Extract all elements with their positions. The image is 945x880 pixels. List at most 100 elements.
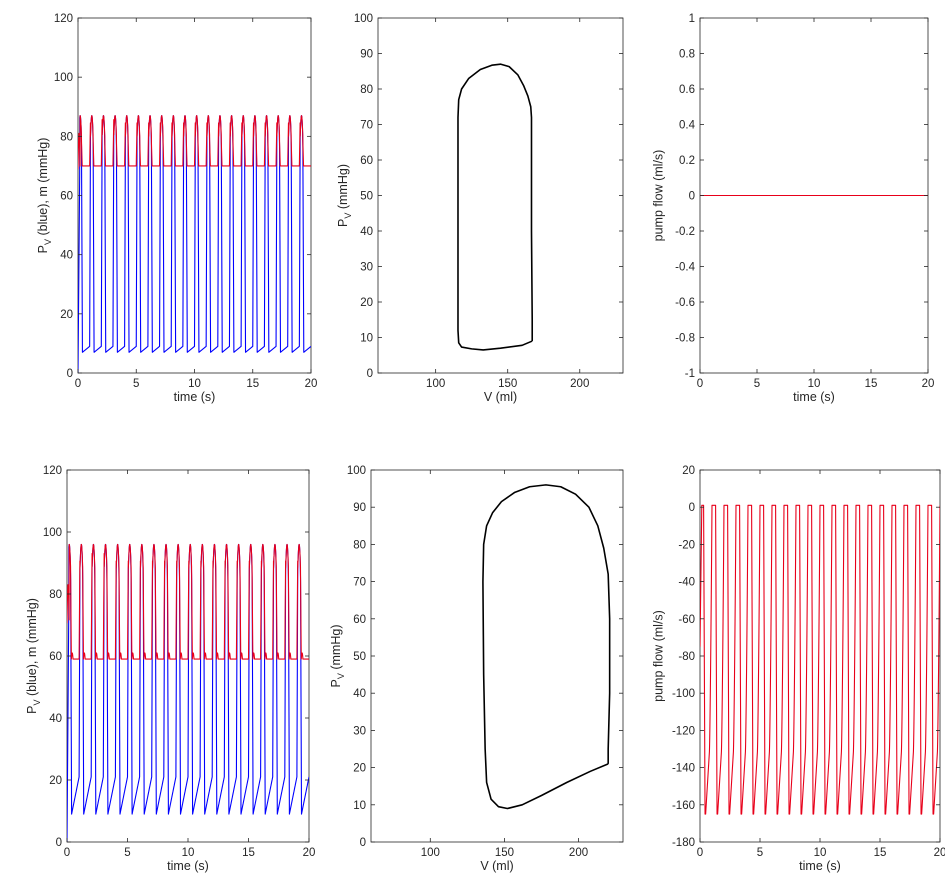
x-tick-label: 100 bbox=[426, 378, 445, 390]
plot-area bbox=[370, 469, 624, 843]
y-tick-label: 80 bbox=[353, 539, 366, 551]
y-tick-label: 0 bbox=[360, 837, 366, 849]
x-axis-label: time (s) bbox=[799, 859, 841, 873]
data-layer bbox=[67, 543, 309, 842]
y-tick-label: 0.8 bbox=[679, 49, 695, 61]
subplot-3: 0 5 10 15 20 -1 -0.8 -0.6 -0.4 -0.2 0 0.2 0.4 0.6 0.8 1… bbox=[651, 13, 934, 404]
y-tick-label: 50 bbox=[353, 651, 366, 663]
y-tick-label: 100 bbox=[43, 527, 62, 539]
x-tick-label: 100 bbox=[421, 847, 440, 859]
data-layer bbox=[78, 115, 311, 373]
y-tick-label: 60 bbox=[353, 614, 366, 626]
x-tick-label: 10 bbox=[808, 378, 821, 390]
x-tick-label: 0 bbox=[64, 847, 70, 859]
y-tick-label: 0.2 bbox=[679, 155, 695, 167]
x-tick-label: 20 bbox=[934, 847, 945, 859]
series-line-red bbox=[67, 543, 309, 660]
x-tick-label: 150 bbox=[495, 847, 514, 859]
series-line-blue bbox=[78, 115, 311, 373]
x-tick-label: 200 bbox=[569, 847, 588, 859]
y-tick-label: 20 bbox=[682, 465, 695, 477]
y-tick-label: -40 bbox=[678, 577, 695, 589]
data-layer bbox=[700, 504, 940, 815]
y-tick-label: -0.4 bbox=[675, 262, 695, 274]
x-tick-label: 5 bbox=[757, 847, 763, 859]
x-axis-label: time (s) bbox=[793, 390, 835, 404]
y-tick-label: 100 bbox=[354, 13, 373, 25]
y-tick-label: -140 bbox=[672, 763, 695, 775]
x-tick-label: 15 bbox=[246, 378, 259, 390]
y-tick-label: 90 bbox=[360, 49, 373, 61]
x-tick-label: 15 bbox=[874, 847, 887, 859]
series-line-red bbox=[78, 115, 311, 170]
x-tick-label: 10 bbox=[188, 378, 201, 390]
subplot-1: 0 5 10 15 20 0 20 40 60 80 100 120 time (s) PV (blue)… bbox=[36, 13, 318, 404]
y-tick-label: 70 bbox=[360, 120, 373, 132]
y-tick-label: -0.8 bbox=[675, 333, 695, 345]
y-axis-label: PV (blue), m (mmHg) bbox=[36, 138, 53, 254]
y-tick-label: 60 bbox=[49, 651, 62, 663]
y-axis-label: PV (mmHg) bbox=[329, 625, 346, 688]
y-tick-label: -160 bbox=[672, 800, 695, 812]
y-tick-label: 90 bbox=[353, 502, 366, 514]
y-tick-label: 120 bbox=[54, 13, 73, 25]
y-axis-label: PV (blue), m (mmHg) bbox=[25, 598, 42, 714]
y-tick-label: 0.4 bbox=[679, 120, 696, 132]
y-tick-label: -180 bbox=[672, 837, 695, 849]
x-tick-label: 20 bbox=[922, 378, 935, 390]
x-tick-label: 20 bbox=[303, 847, 316, 859]
x-axis-label: time (s) bbox=[174, 390, 216, 404]
y-tick-label: 20 bbox=[60, 309, 73, 321]
x-tick-label: 5 bbox=[124, 847, 130, 859]
y-tick-label: -1 bbox=[685, 368, 695, 380]
y-tick-label: 0 bbox=[67, 368, 73, 380]
series-line-black bbox=[482, 484, 611, 810]
x-tick-label: 10 bbox=[814, 847, 827, 859]
y-tick-label: 30 bbox=[353, 725, 366, 737]
series-line-blue bbox=[67, 543, 309, 842]
subplot-6: 0 5 10 15 20 -180 -160 -140 -120 -100 -80 -60 -40 -20… bbox=[651, 465, 945, 873]
y-tick-label: -60 bbox=[678, 614, 695, 626]
x-tick-label: 0 bbox=[697, 847, 703, 859]
y-tick-label: -0.6 bbox=[675, 297, 695, 309]
x-axis-label: time (s) bbox=[167, 859, 209, 873]
data-layer bbox=[457, 63, 534, 351]
y-axis-label: pump flow (ml/s) bbox=[651, 610, 665, 702]
y-tick-label: 50 bbox=[360, 191, 373, 203]
y-tick-label: 10 bbox=[360, 333, 373, 345]
plot-area bbox=[377, 17, 624, 374]
subplot-4: 0 5 10 15 20 0 20 40 60 80 100 120 time (s) PV (blue)… bbox=[25, 465, 316, 873]
y-axis-label: pump flow (ml/s) bbox=[651, 150, 665, 242]
series-line-red bbox=[700, 504, 940, 815]
y-tick-label: 30 bbox=[360, 262, 373, 274]
data-layer bbox=[482, 484, 611, 810]
y-tick-label: 0 bbox=[56, 837, 62, 849]
x-tick-label: 15 bbox=[865, 378, 878, 390]
y-tick-label: 60 bbox=[360, 155, 373, 167]
subplot-2: 100 150 200 0 10 20 30 40 50 60 70 80 90 100 V (ml) PV … bbox=[336, 13, 624, 404]
y-tick-label: 60 bbox=[60, 191, 73, 203]
y-tick-label: 0 bbox=[689, 191, 695, 203]
y-tick-label: 0 bbox=[367, 368, 373, 380]
y-tick-label: 80 bbox=[360, 84, 373, 96]
x-axis-label: V (ml) bbox=[484, 390, 517, 404]
y-tick-label: 80 bbox=[49, 589, 62, 601]
y-tick-label: -0.2 bbox=[675, 226, 695, 238]
x-tick-label: 20 bbox=[305, 378, 318, 390]
y-tick-label: 70 bbox=[353, 577, 366, 589]
y-tick-label: -80 bbox=[678, 651, 695, 663]
y-tick-label: -100 bbox=[672, 688, 695, 700]
y-tick-label: 20 bbox=[49, 775, 62, 787]
y-tick-label: 40 bbox=[49, 713, 62, 725]
y-tick-label: 40 bbox=[60, 250, 73, 262]
y-tick-label: -120 bbox=[672, 725, 695, 737]
y-tick-label: 20 bbox=[353, 763, 366, 775]
y-tick-label: 20 bbox=[360, 297, 373, 309]
series-line-black bbox=[457, 63, 534, 351]
y-axis-label: PV (mmHg) bbox=[336, 164, 353, 227]
y-tick-label: 120 bbox=[43, 465, 62, 477]
x-tick-label: 200 bbox=[570, 378, 589, 390]
y-tick-label: -20 bbox=[678, 539, 695, 551]
x-tick-label: 10 bbox=[182, 847, 195, 859]
